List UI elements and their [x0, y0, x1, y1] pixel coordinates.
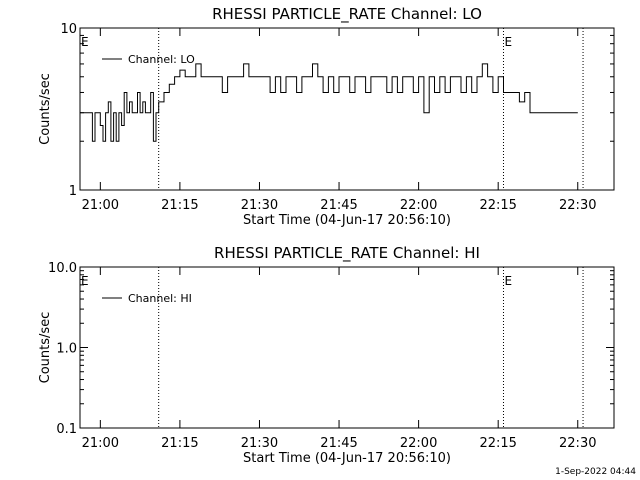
panel-2-corner-label: E: [81, 274, 89, 288]
panel-1-x-tick-label: 22:00: [400, 198, 437, 213]
panel-2-x-tick-label: 22:00: [400, 436, 437, 451]
panel-2-x-tick-label: 21:30: [241, 436, 278, 451]
panel-1-x-tick-label: 21:15: [161, 198, 198, 213]
panel-1-series-line-1: [80, 63, 578, 142]
panel-1-frame: [79, 27, 615, 191]
panel-2-y-tick-label: 10.0: [48, 261, 77, 276]
panel-1-y-tick-label: 1: [69, 184, 77, 199]
panel-1-x-tick-label: 21:00: [82, 198, 119, 213]
panel-2-x-tick-label: 22:15: [479, 436, 516, 451]
panel-1-event-marker-label: E: [504, 35, 512, 49]
panel-2-x-tick-label: 21:00: [82, 436, 119, 451]
panel-1-x-tick-label: 21:30: [241, 198, 278, 213]
panel-1-x-tick-label: 22:15: [479, 198, 516, 213]
panel-1-y-axis-label: Counts/sec: [38, 73, 53, 145]
panel-2-y-tick-label: 1.0: [56, 342, 77, 357]
panel-2-title: RHESSI PARTICLE_RATE Channel: HI: [214, 244, 480, 263]
panel-2-y-axis-label: Counts/sec: [38, 312, 53, 384]
panel-1-title: RHESSI PARTICLE_RATE Channel: LO: [212, 5, 482, 24]
panel-2-x-tick-label: 21:45: [320, 436, 357, 451]
panel-2-x-axis-label: Start Time (04-Jun-17 20:56:10): [243, 451, 451, 466]
panel-1-corner-label: E: [81, 35, 89, 49]
panel-2-y-tick-label: 0.1: [56, 422, 77, 437]
footer-timestamp: 1-Sep-2022 04:44: [555, 467, 636, 477]
panel-1-x-axis-label: Start Time (04-Jun-17 20:56:10): [243, 213, 451, 228]
panel-1-legend-label: Channel: LO: [128, 53, 195, 66]
panel-2-event-marker-label: E: [504, 274, 512, 288]
panel-1-y-tick-label: 10: [60, 22, 77, 37]
panel-1-x-tick-label: 22:30: [559, 198, 596, 213]
panel-2-legend-label: Channel: HI: [128, 292, 192, 305]
panel-2-x-tick-label: 21:15: [161, 436, 198, 451]
panel-1-x-tick-label: 21:45: [320, 198, 357, 213]
panel-2-x-tick-label: 22:30: [559, 436, 596, 451]
